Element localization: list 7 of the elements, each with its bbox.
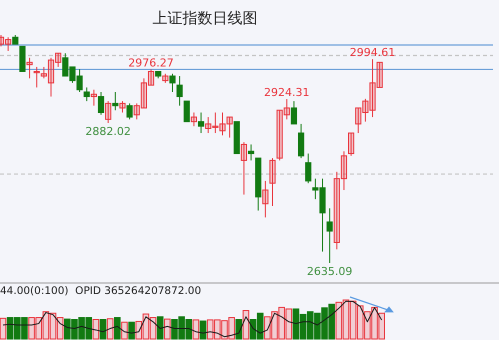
chart-title: 上证指数日线图 — [152, 9, 258, 27]
annotation: 2635.09 — [306, 265, 352, 278]
annotation: 2882.02 — [85, 125, 131, 138]
annotation: 2994.61 — [350, 46, 396, 60]
annotation: 2924.31 — [264, 86, 310, 100]
annotation: 2976.27 — [128, 56, 174, 70]
text: 44.00(0:100) OPID 365264207872.00 — [0, 285, 202, 297]
